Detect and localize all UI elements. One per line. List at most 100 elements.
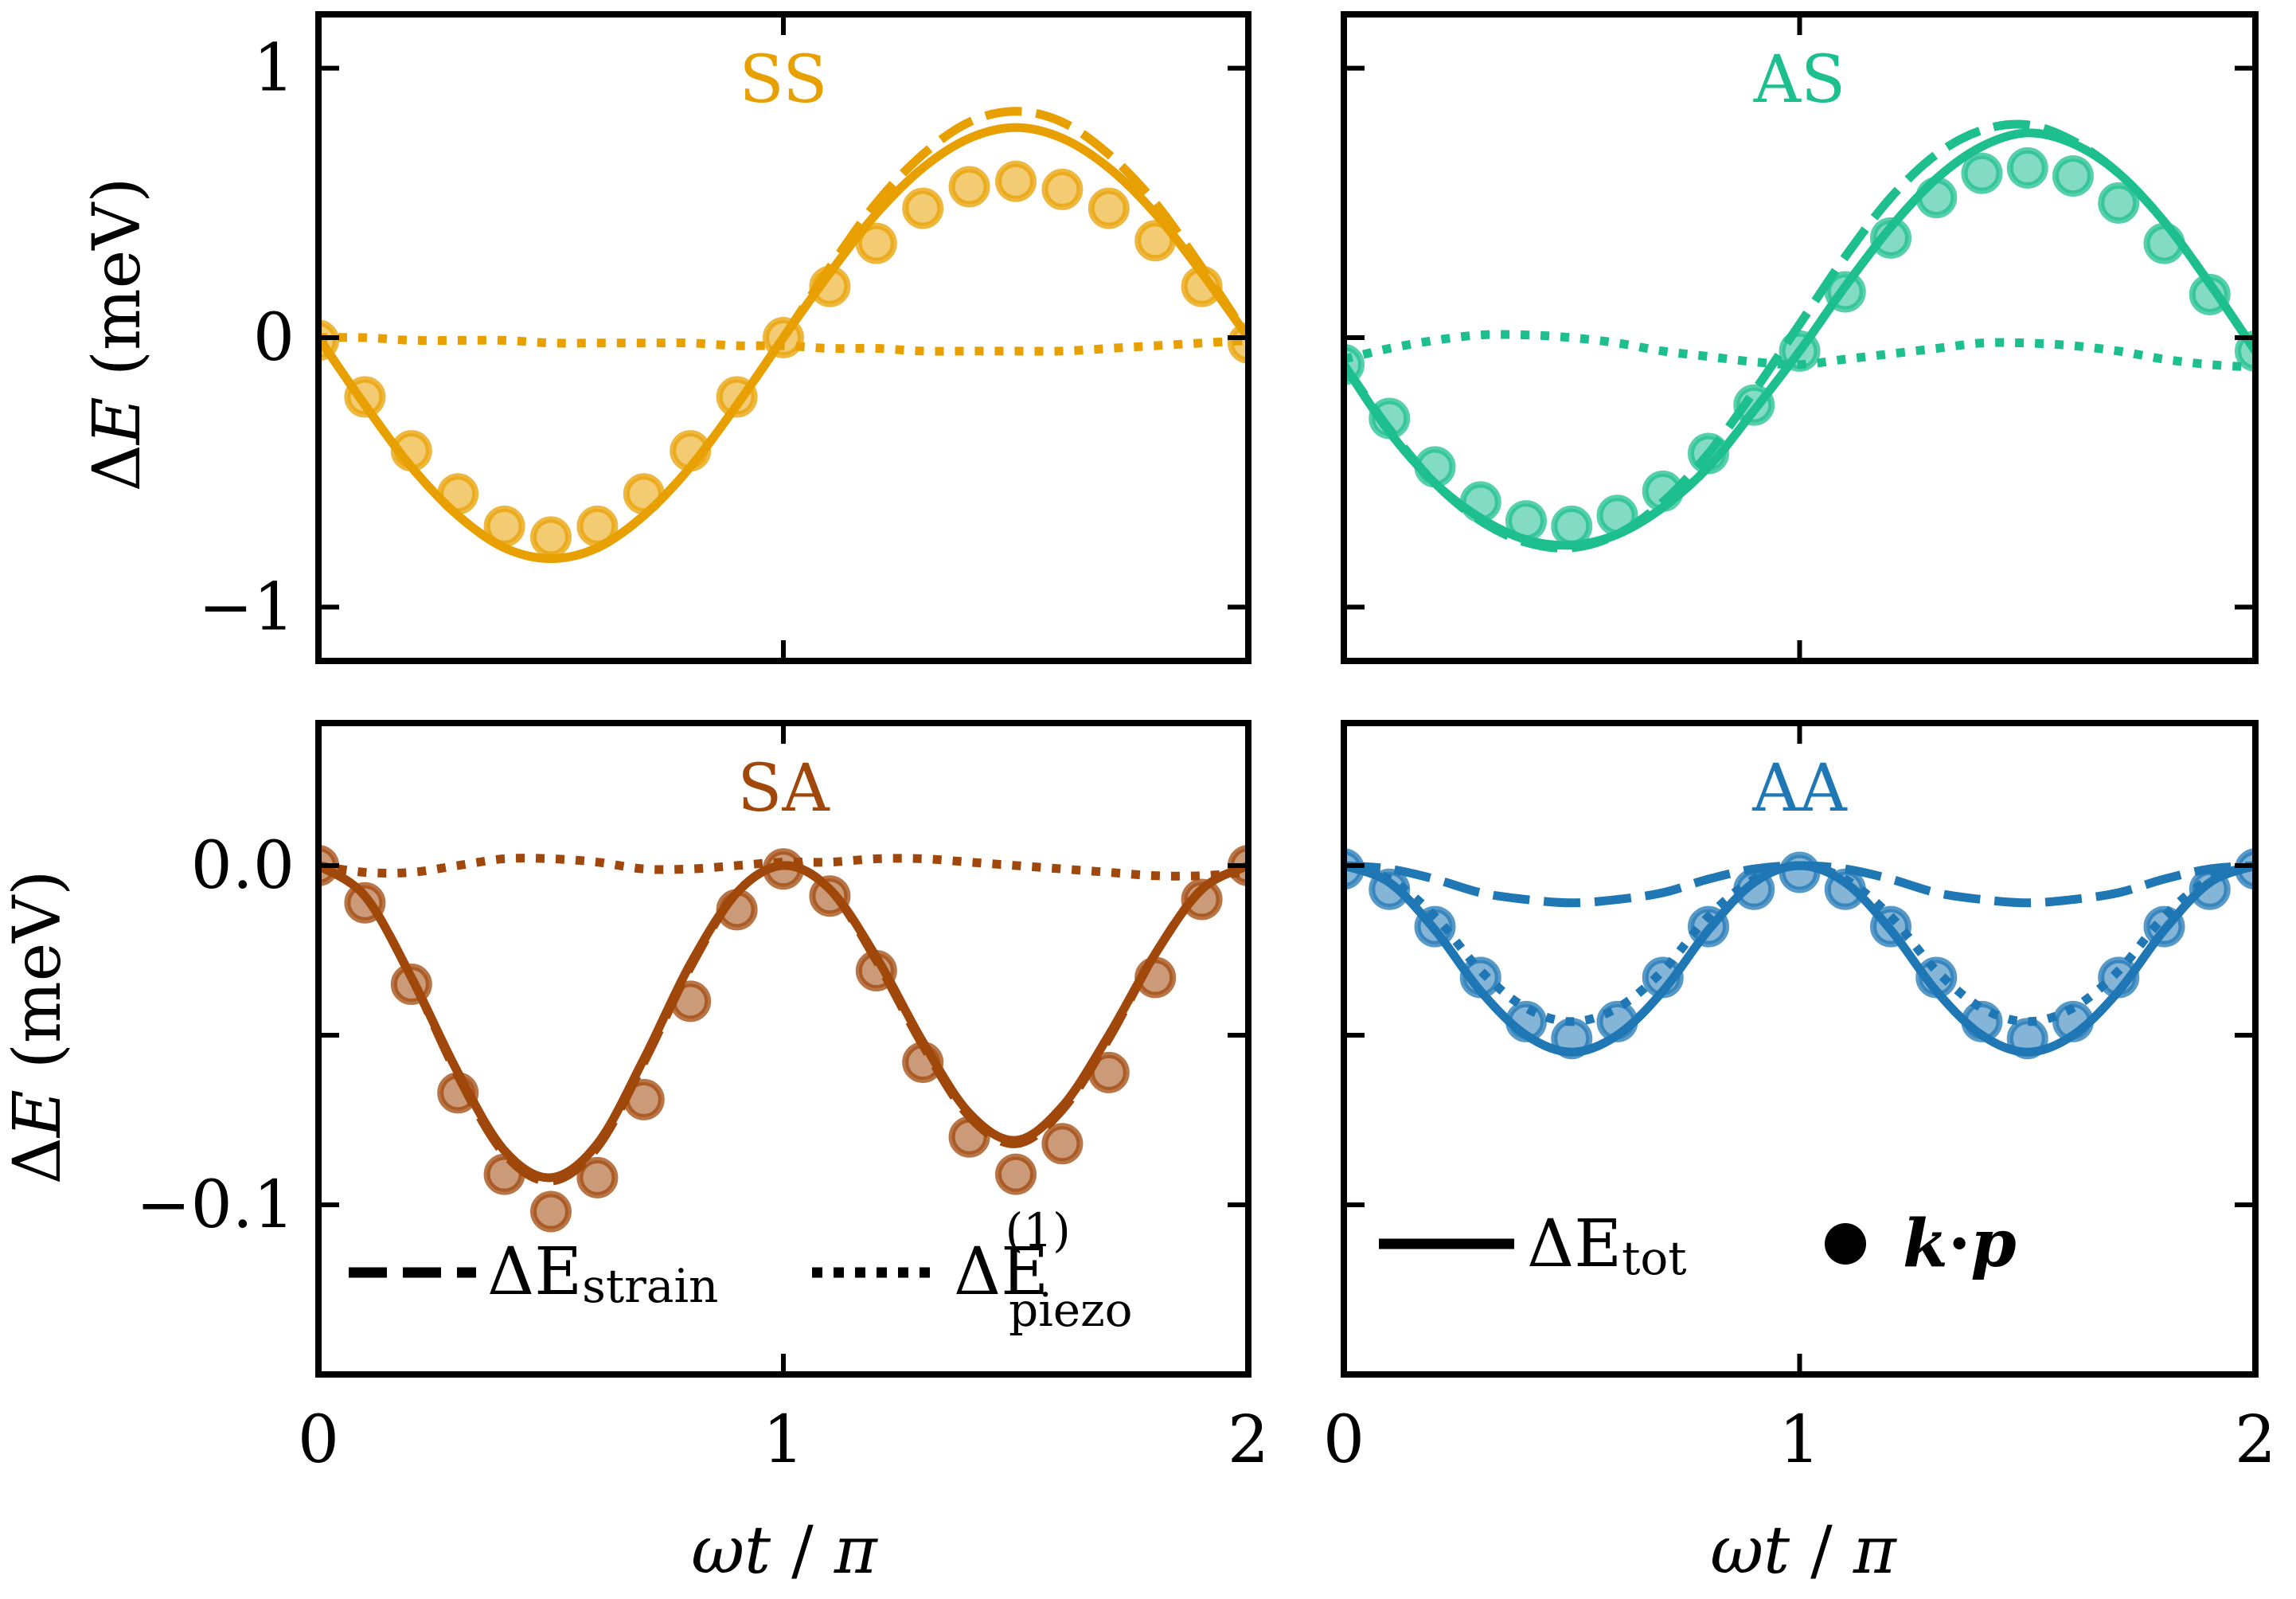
series-line-dashed — [1344, 119, 2255, 553]
legend-kp-label: k·p — [1903, 1206, 2017, 1282]
kp-point — [344, 882, 386, 924]
kp-point — [2235, 330, 2255, 372]
x-tick-label: 1 — [1779, 1402, 1820, 1478]
kp-point — [2235, 848, 2255, 890]
kp-point — [1961, 1000, 2003, 1042]
kp-point — [1134, 220, 1177, 262]
kp-point — [2052, 155, 2094, 197]
kp-point — [1779, 851, 1821, 893]
kp-point — [1642, 956, 1684, 999]
y-tick-label: 0.0 — [191, 828, 295, 904]
series-group — [318, 107, 1248, 563]
x-tick-label: 1 — [763, 1402, 804, 1478]
panel-title: AS — [1753, 42, 1845, 118]
kp-point — [2006, 147, 2048, 189]
kp-point — [670, 430, 712, 472]
kp-point — [1087, 1051, 1130, 1093]
kp-point — [1505, 500, 1547, 542]
kp-point — [948, 166, 990, 208]
series-line-solid — [318, 861, 1248, 1183]
kp-point — [1505, 1000, 1547, 1042]
kp-point — [1369, 397, 1411, 440]
kp-point — [390, 430, 432, 472]
legend-piezo: ΔEpiezo(1) — [812, 1203, 1133, 1337]
x-tick-label: 0 — [298, 1402, 339, 1478]
kp-point — [1733, 384, 1775, 426]
kp-point — [1087, 187, 1130, 229]
kp-point — [1779, 330, 1821, 372]
kp-point — [2143, 222, 2185, 264]
panel-sa: 0 1 2 0.0 −0.1 SA — [136, 720, 1269, 1478]
kp-point — [1688, 905, 1729, 948]
series-group — [318, 844, 1248, 1233]
y-tick-label: −0.1 — [136, 1167, 295, 1243]
kp-point — [995, 160, 1037, 202]
panel-title: AA — [1751, 751, 1848, 827]
kp-point — [763, 317, 804, 358]
series-line-dotted — [318, 854, 1248, 881]
x-tick-label: 0 — [1323, 1402, 1365, 1478]
x-tick-label: 2 — [2235, 1402, 2276, 1478]
kp-point — [1041, 168, 1084, 210]
kp-point — [855, 222, 897, 264]
kp-point — [1688, 432, 1729, 475]
kp-point — [437, 473, 479, 515]
kp-point — [2098, 956, 2140, 999]
kp-point — [530, 516, 572, 558]
legend-piezo-label: ΔEpiezo(1) — [954, 1203, 1133, 1337]
kp-point — [1870, 905, 1911, 948]
kp-point — [530, 1190, 572, 1233]
y-tick-label: −1 — [198, 569, 295, 645]
legend-kp-marker — [1825, 1223, 1866, 1265]
kp-point — [670, 980, 712, 1022]
kp-point — [576, 1156, 619, 1198]
kp-point — [623, 473, 665, 515]
panel-as: AS — [1341, 11, 2259, 664]
kp-point — [948, 1116, 990, 1158]
kp-point — [1551, 505, 1593, 547]
legend-kp: k·p — [1825, 1206, 2017, 1282]
x-tick-label: 2 — [1228, 1402, 1269, 1478]
series-group — [1344, 119, 2255, 553]
kp-point — [809, 875, 851, 917]
kp-point — [1551, 1018, 1593, 1060]
kp-point — [1915, 956, 1958, 999]
kp-point — [1870, 217, 1911, 259]
kp-point — [318, 319, 339, 362]
panel-ss: 1 0 −1 SS — [198, 11, 1251, 664]
kp-point — [855, 950, 897, 992]
kp-point — [902, 1042, 944, 1084]
legend-strain-label: ΔEstrain — [487, 1234, 718, 1313]
kp-point — [1642, 470, 1684, 512]
kp-point — [1228, 322, 1248, 364]
y-tick-label: 1 — [253, 31, 295, 107]
kp-point — [716, 889, 758, 931]
legend-tot: ΔEtot — [1379, 1206, 1687, 1285]
kp-point — [2052, 1000, 2094, 1042]
series-group — [1344, 848, 2255, 1060]
kp-point — [1134, 956, 1177, 999]
kp-point — [2189, 273, 2231, 315]
kp-point — [2143, 905, 2185, 948]
kp-point — [1596, 495, 1638, 537]
kp-point — [1459, 481, 1501, 523]
kp-point — [2098, 182, 2140, 224]
y-tick-label: 0 — [253, 300, 295, 376]
kp-point — [483, 1153, 525, 1195]
panel-aa: 0 1 2 AA — [1323, 720, 2276, 1478]
xlabel-left: ωt / π — [691, 1513, 879, 1589]
panel-title: SS — [740, 42, 828, 118]
kp-point — [1344, 848, 1365, 890]
kp-point — [1961, 152, 2003, 194]
kp-point — [1369, 868, 1411, 910]
kp-point — [1344, 343, 1365, 385]
xlabel-right: ωt / π — [1710, 1513, 1898, 1589]
kp-point — [1459, 956, 1501, 999]
legend-tot-label: ΔEtot — [1527, 1206, 1687, 1285]
kp-point — [2189, 868, 2231, 910]
kp-point — [1596, 1000, 1638, 1042]
kp-point — [1041, 1123, 1084, 1165]
kp-point — [1733, 868, 1775, 910]
kp-point — [763, 848, 804, 890]
